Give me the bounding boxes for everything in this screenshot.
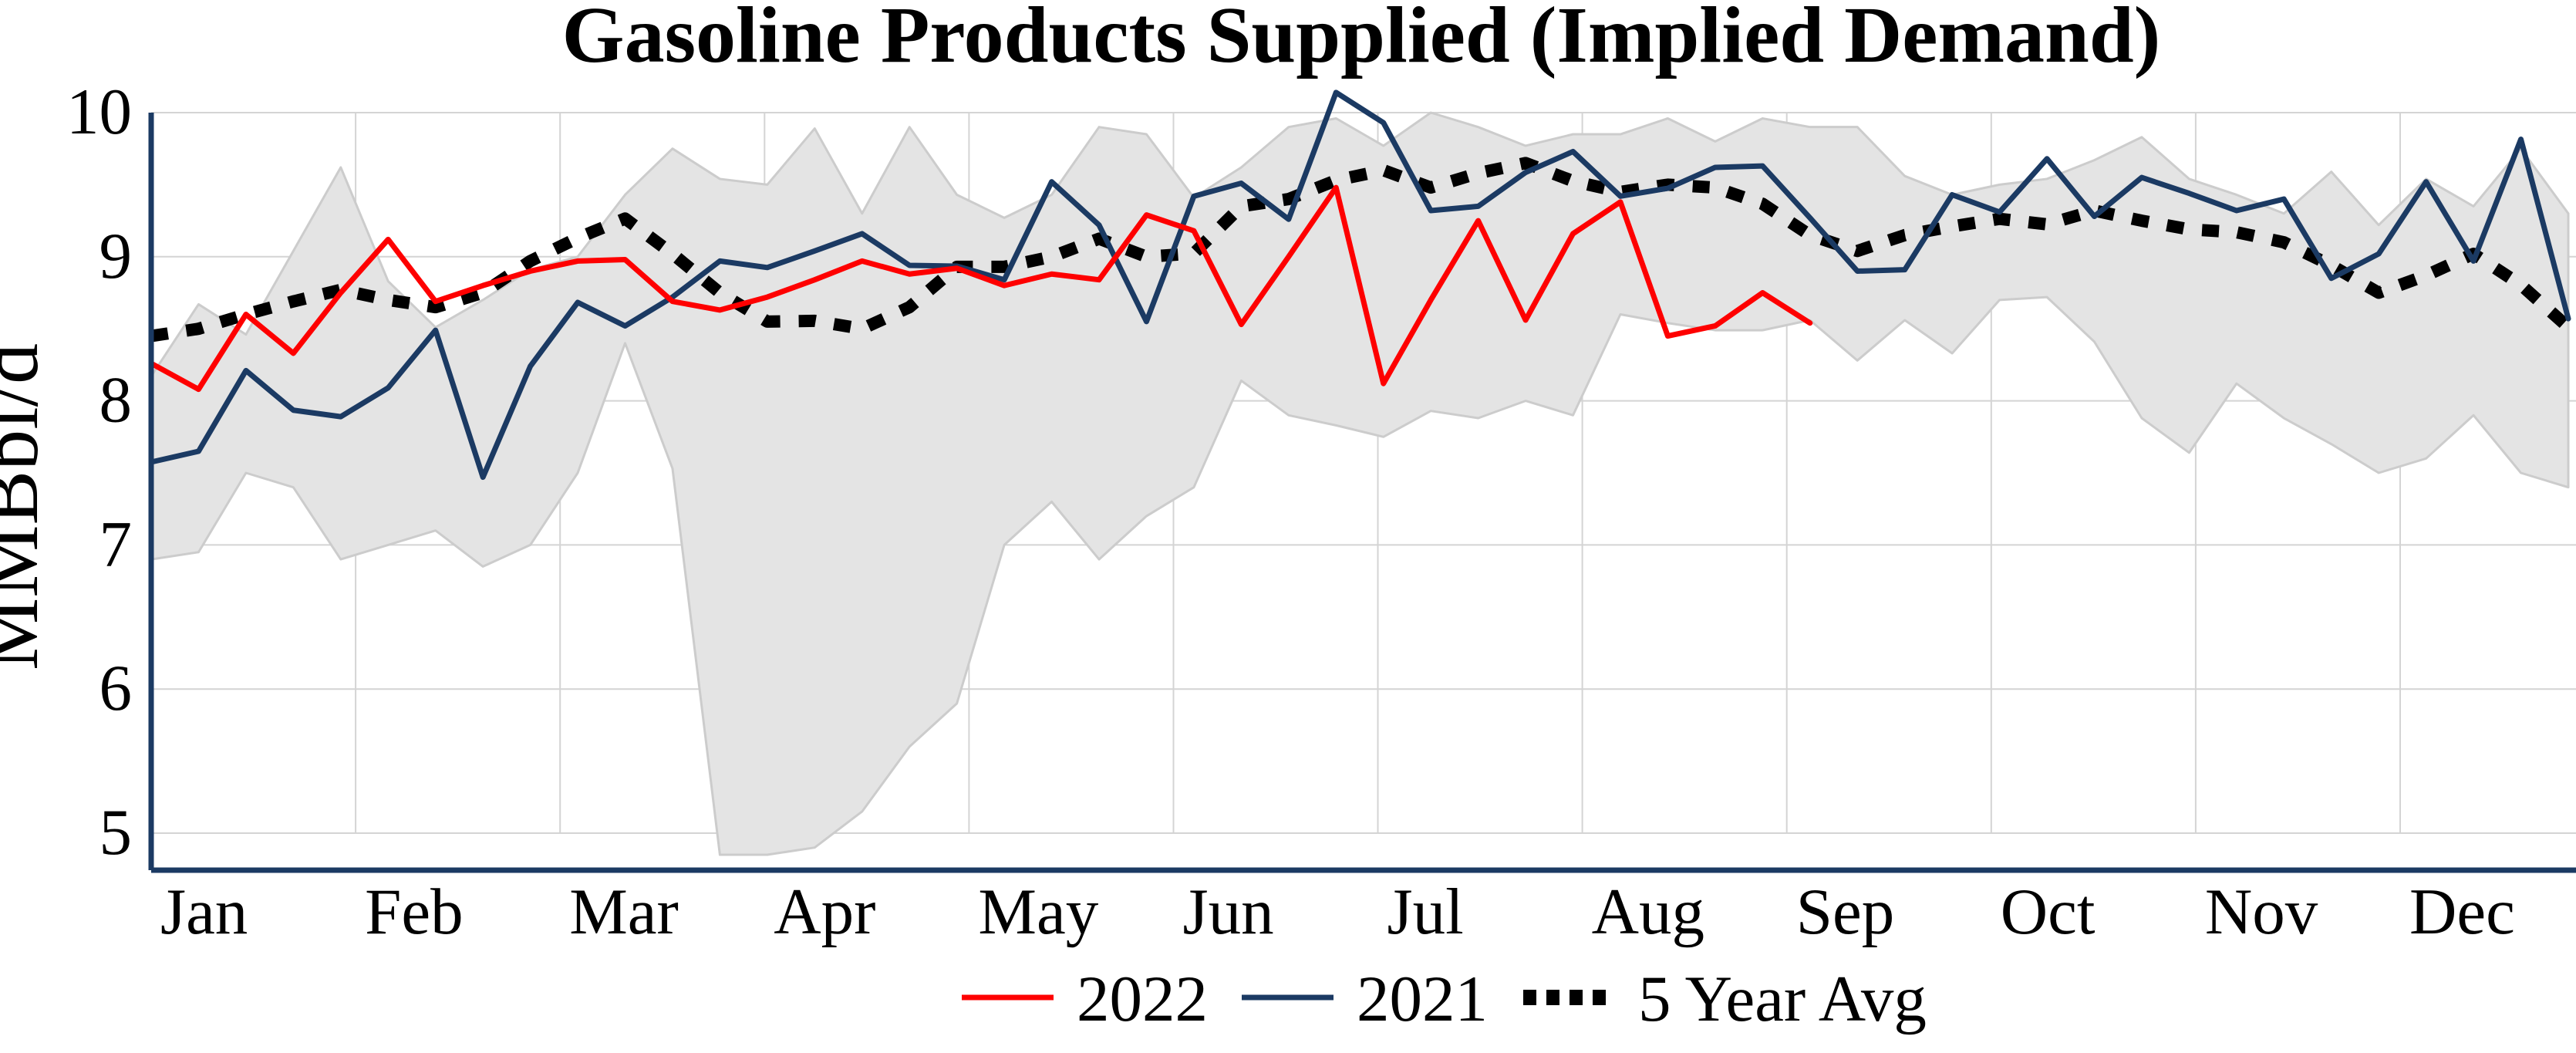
svg-text:MMBbl/d: MMBbl/d: [0, 343, 55, 670]
svg-text:5 Year Avg: 5 Year Avg: [1638, 963, 1927, 1035]
svg-text:Nov: Nov: [2205, 876, 2318, 948]
svg-text:Aug: Aug: [1592, 876, 1704, 948]
svg-text:8: 8: [99, 364, 133, 437]
svg-text:Apr: Apr: [774, 876, 875, 948]
svg-text:Jul: Jul: [1387, 876, 1464, 948]
svg-text:Oct: Oct: [2001, 876, 2096, 948]
svg-text:May: May: [978, 876, 1098, 948]
svg-text:2021: 2021: [1357, 963, 1488, 1035]
svg-text:Gasoline Products Supplied (Im: Gasoline Products Supplied (Implied Dema…: [562, 0, 2161, 79]
svg-text:Mar: Mar: [569, 876, 679, 948]
svg-text:Feb: Feb: [365, 876, 463, 948]
svg-text:Jan: Jan: [160, 876, 248, 948]
svg-text:5: 5: [99, 796, 133, 869]
svg-text:10: 10: [66, 76, 132, 148]
svg-text:Dec: Dec: [2409, 876, 2515, 948]
svg-text:7: 7: [99, 508, 133, 580]
svg-text:Sep: Sep: [1796, 876, 1895, 948]
svg-text:9: 9: [99, 220, 133, 292]
svg-text:Jun: Jun: [1183, 876, 1274, 948]
svg-text:6: 6: [99, 652, 133, 724]
svg-text:2022: 2022: [1077, 963, 1208, 1035]
